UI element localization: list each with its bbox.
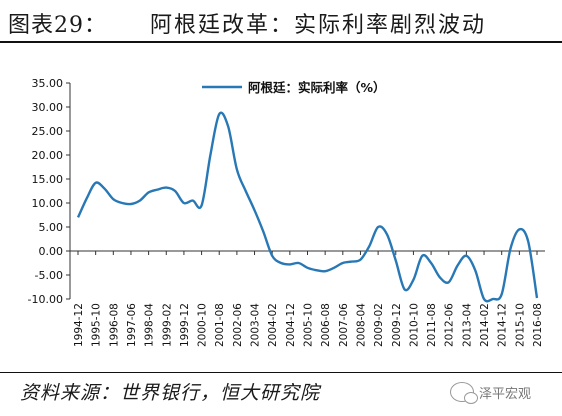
series-line-real-interest-rate (76, 111, 539, 303)
x-tick-label: 2006-08 (320, 303, 332, 347)
y-tick-label: 5.00 (39, 221, 64, 234)
x-tick-label: 2013-04 (461, 303, 473, 347)
x-tick-label: 1999-12 (179, 303, 191, 347)
figure-number: 图表29： (8, 13, 107, 38)
x-axis-ticks: 1994-12 1995-10 1996-08 1997-06 1998-04 1999-… (73, 251, 544, 347)
watermark-text: 泽平宏观 (479, 386, 532, 402)
y-axis-ticks: 35.00 30.00 25.00 20.00 15.00 10.00 5.00 0.00 -5… (28, 77, 70, 306)
x-tick-label: 2009-12 (391, 303, 403, 347)
header-rule (0, 41, 562, 43)
y-tick-label: -10.00 (28, 293, 63, 306)
x-tick-label: 2004-02 (267, 303, 279, 347)
x-tick-label: 2008-04 (355, 303, 367, 347)
y-tick-label: 35.00 (32, 77, 64, 90)
y-tick-label: 25.00 (32, 125, 64, 138)
y-tick-label: 10.00 (32, 197, 64, 210)
x-tick-label: 2004-12 (285, 303, 297, 347)
x-tick-label: 2011-08 (426, 303, 438, 347)
x-tick-label: 2003-04 (250, 303, 262, 347)
x-tick-label: 1996-08 (108, 303, 120, 347)
figure-source: 资料来源：世界银行，恒大研究院 (20, 382, 321, 404)
x-tick-label: 2012-06 (444, 303, 456, 347)
x-tick-label: 1998-04 (144, 303, 156, 347)
x-tick-label: 2010-10 (408, 303, 420, 347)
x-tick-label: 2000-10 (197, 303, 209, 347)
x-tick-label: 2014-12 (497, 303, 509, 347)
x-tick-label: 1999-02 (161, 303, 173, 347)
x-tick-label: 2016-08 (532, 303, 544, 347)
x-tick-label: 2002-06 (232, 303, 244, 347)
y-tick-label: 15.00 (32, 173, 64, 186)
y-tick-label: 0.00 (39, 245, 64, 258)
x-tick-label: 1995-10 (91, 303, 103, 347)
x-tick-label: 2015-10 (514, 303, 526, 347)
footer-rule (0, 372, 562, 373)
x-tick-label: 1994-12 (73, 303, 85, 347)
plot-area (76, 111, 539, 303)
x-tick-label: 2007-06 (338, 303, 350, 347)
line-chart: 35.00 30.00 25.00 20.00 15.00 10.00 5.00 0.00 -5… (28, 77, 545, 347)
figure-header: 图表29： 阿根廷改革：实际利率剧烈波动 (0, 0, 562, 40)
x-tick-label: 1997-06 (126, 303, 138, 347)
x-tick-label: 2009-02 (373, 303, 385, 347)
y-tick-label: 30.00 (32, 101, 64, 114)
wechat-icon (450, 382, 478, 404)
y-tick-label: 20.00 (32, 149, 64, 162)
legend-label: 阿根廷：实际利率（%） (248, 80, 386, 95)
figure-title: 阿根廷改革：实际利率剧烈波动 (150, 13, 487, 38)
x-tick-label: 2001-08 (214, 303, 226, 347)
x-tick-label: 2005-10 (303, 303, 315, 347)
x-tick-label: 2014-02 (479, 303, 491, 347)
watermark: 泽平宏观 (450, 382, 532, 404)
y-tick-label: -5.00 (35, 269, 63, 282)
chart-legend: 阿根廷：实际利率（%） (202, 80, 386, 95)
